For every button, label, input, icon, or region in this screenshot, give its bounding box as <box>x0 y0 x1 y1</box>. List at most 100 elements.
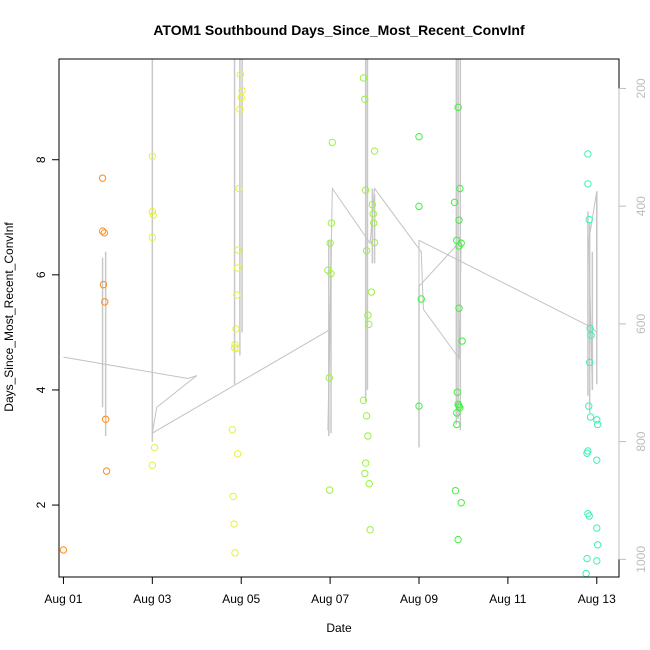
data-point <box>59 546 68 554</box>
x-axis: Aug 01 Aug 03 Aug 05 Aug 07 Aug 09 Aug 11 Aug … <box>44 576 616 606</box>
y2-tick-label: 200 <box>634 78 648 98</box>
data-point <box>585 215 593 224</box>
plot-frame <box>58 58 620 578</box>
data-point <box>234 246 242 254</box>
data-point <box>229 492 237 501</box>
y-tick-label: 4 <box>34 386 48 393</box>
data-point <box>582 569 590 578</box>
data-point <box>453 409 461 417</box>
data-point <box>584 150 592 158</box>
data-point <box>98 174 107 182</box>
data-point <box>150 443 159 452</box>
data-point <box>364 311 372 319</box>
data-point <box>451 486 460 495</box>
data-point <box>365 320 373 329</box>
data-point <box>232 344 241 353</box>
points-layer <box>59 70 602 578</box>
data-point <box>586 324 594 333</box>
data-point <box>99 280 108 289</box>
data-point <box>457 499 465 507</box>
data-point <box>458 337 466 345</box>
data-point <box>361 95 369 103</box>
data-point <box>362 246 371 255</box>
data-point <box>148 152 157 160</box>
y2-tick-label: 1000 <box>634 546 648 573</box>
data-point <box>325 374 333 382</box>
data-point <box>456 184 464 193</box>
data-point <box>236 105 244 113</box>
data-point <box>415 402 423 410</box>
data-point <box>454 103 462 112</box>
data-point <box>359 396 368 405</box>
y2-tick-label: 800 <box>634 431 648 451</box>
data-point <box>583 554 591 563</box>
data-point <box>453 420 461 429</box>
spike-bars-layer <box>101 59 598 448</box>
data-point <box>233 264 242 272</box>
data-point <box>368 200 377 209</box>
data-point <box>417 295 425 303</box>
data-point <box>102 467 111 475</box>
x-tick-label: Aug 09 <box>400 592 438 606</box>
y-tick-label: 8 <box>34 156 48 163</box>
x-tick-label: Aug 07 <box>311 592 349 606</box>
data-point <box>587 331 595 339</box>
data-point <box>148 233 157 242</box>
data-point <box>364 432 372 440</box>
data-point <box>233 450 242 458</box>
data-point <box>328 138 337 147</box>
data-point <box>455 304 463 312</box>
y2-tick-label: 600 <box>634 314 648 334</box>
data-point <box>148 461 157 470</box>
data-point <box>228 425 237 434</box>
data-point <box>586 413 595 421</box>
data-point <box>235 184 243 193</box>
data-point <box>367 288 376 296</box>
data-point <box>450 198 459 207</box>
trend-line <box>63 186 598 435</box>
data-point <box>585 358 594 367</box>
data-point <box>593 420 602 429</box>
data-point <box>233 291 241 299</box>
y-axis-label: Days_Since_Most_Recent_ConvInf <box>2 222 16 412</box>
x-axis-label: Date <box>326 621 352 635</box>
data-point <box>101 298 109 306</box>
data-point <box>237 93 245 102</box>
y2-tick-label: 400 <box>634 196 648 216</box>
data-point <box>231 549 239 557</box>
data-point <box>238 86 246 95</box>
data-point <box>326 239 334 247</box>
data-point <box>593 416 601 424</box>
data-point <box>593 557 601 565</box>
data-point <box>370 238 379 247</box>
chart-title: ATOM1 Southbound Days_Since_Most_Recent_… <box>153 22 525 38</box>
data-point <box>98 227 107 235</box>
y-axis: 2 4 6 8 <box>34 156 60 508</box>
y-tick-label: 6 <box>34 271 48 278</box>
data-point <box>585 512 593 520</box>
data-point <box>231 340 239 349</box>
data-point <box>584 180 592 188</box>
data-point <box>593 524 601 532</box>
x-tick-label: Aug 13 <box>578 592 616 606</box>
data-point <box>415 202 423 211</box>
data-point <box>593 456 601 464</box>
data-point <box>100 229 109 237</box>
data-point <box>593 541 602 549</box>
data-point <box>327 269 335 278</box>
data-point <box>369 210 377 218</box>
x-tick-label: Aug 11 <box>489 592 526 606</box>
data-point <box>370 147 379 155</box>
y-tick-label: 2 <box>34 501 48 508</box>
trend-line-layer <box>63 186 598 435</box>
data-point <box>101 415 110 423</box>
data-point <box>369 219 378 227</box>
data-point <box>149 211 157 219</box>
data-point <box>327 219 336 227</box>
data-point <box>148 207 157 216</box>
data-point <box>236 70 245 79</box>
data-point <box>415 133 423 141</box>
data-point <box>453 388 461 396</box>
data-point <box>365 480 373 488</box>
